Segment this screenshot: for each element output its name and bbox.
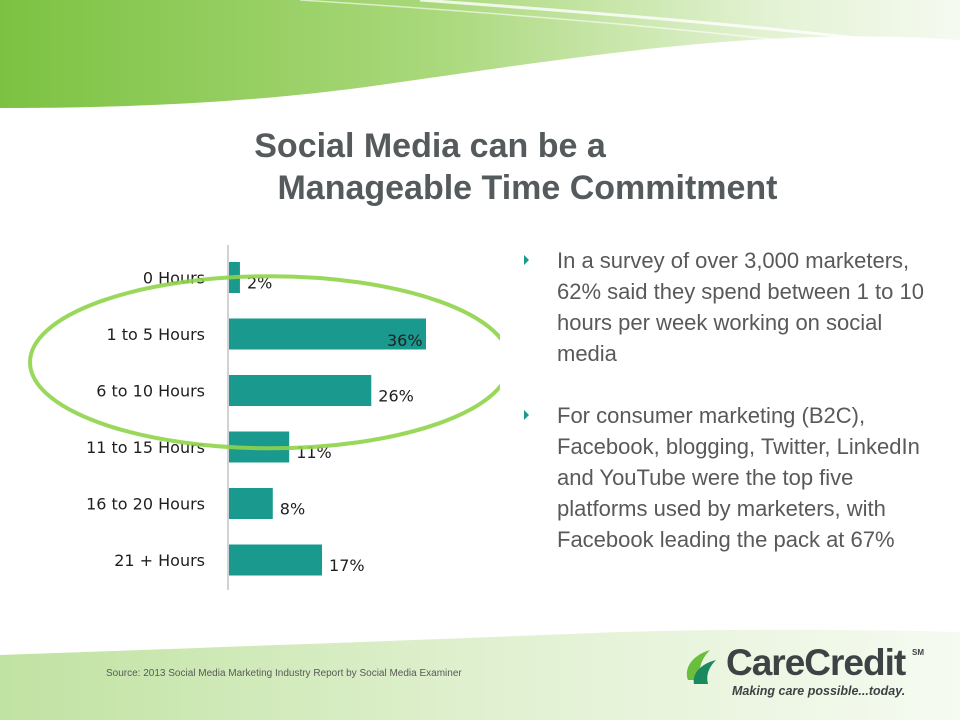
hours-bar-chart: 0 Hours 2%1 to 5 Hours 36%6 to 10 Hours 26%…: [28, 245, 500, 590]
bar: [229, 318, 426, 350]
logo-service-mark: SM: [912, 648, 924, 657]
category-label: 11 to 15 Hours: [86, 438, 205, 457]
source-note: Source: 2013 Social Media Marketing Indu…: [106, 668, 462, 679]
slide-title: Social Media can be a Manageable Time Co…: [0, 125, 960, 209]
data-label: 26%: [378, 387, 414, 406]
bullet-list: In a survey of over 3,000 marketers, 62%…: [520, 245, 940, 586]
bullet-arrow-icon: [524, 410, 529, 420]
data-label: 8%: [280, 500, 305, 519]
bullet-text: For consumer marketing (B2C), Facebook, …: [557, 403, 920, 552]
bottom-green-band: [0, 629, 960, 720]
carecredit-leaf-icon: [686, 650, 716, 684]
category-label: 1 to 5 Hours: [106, 325, 205, 344]
highlight-ellipse: [28, 274, 500, 451]
bullet-text: In a survey of over 3,000 marketers, 62%…: [557, 248, 924, 366]
bar: [229, 375, 372, 406]
category-label: 16 to 20 Hours: [86, 495, 205, 514]
top-green-band: [0, 0, 960, 108]
title-line-2: Manageable Time Commitment: [277, 169, 778, 207]
logo-tagline: Making care possible...today.: [732, 684, 906, 698]
title-line-1: Social Media can be a: [254, 127, 606, 165]
data-label: 36%: [387, 331, 423, 350]
bar: [229, 488, 273, 519]
bullet-arrow-icon: [524, 255, 529, 265]
bullet-item: For consumer marketing (B2C), Facebook, …: [520, 400, 940, 555]
carecredit-logo: CareCredit SM Making care possible...tod…: [680, 640, 940, 710]
top-swoosh-line: [419, 0, 960, 52]
category-label: 6 to 10 Hours: [96, 382, 205, 401]
data-label: 17%: [329, 556, 365, 575]
bullet-item: In a survey of over 3,000 marketers, 62%…: [520, 245, 940, 369]
bar: [229, 544, 323, 576]
top-swoosh-line-2: [299, 0, 960, 63]
category-label: 21 + Hours: [114, 551, 205, 570]
logo-wordmark: CareCredit: [726, 642, 906, 683]
